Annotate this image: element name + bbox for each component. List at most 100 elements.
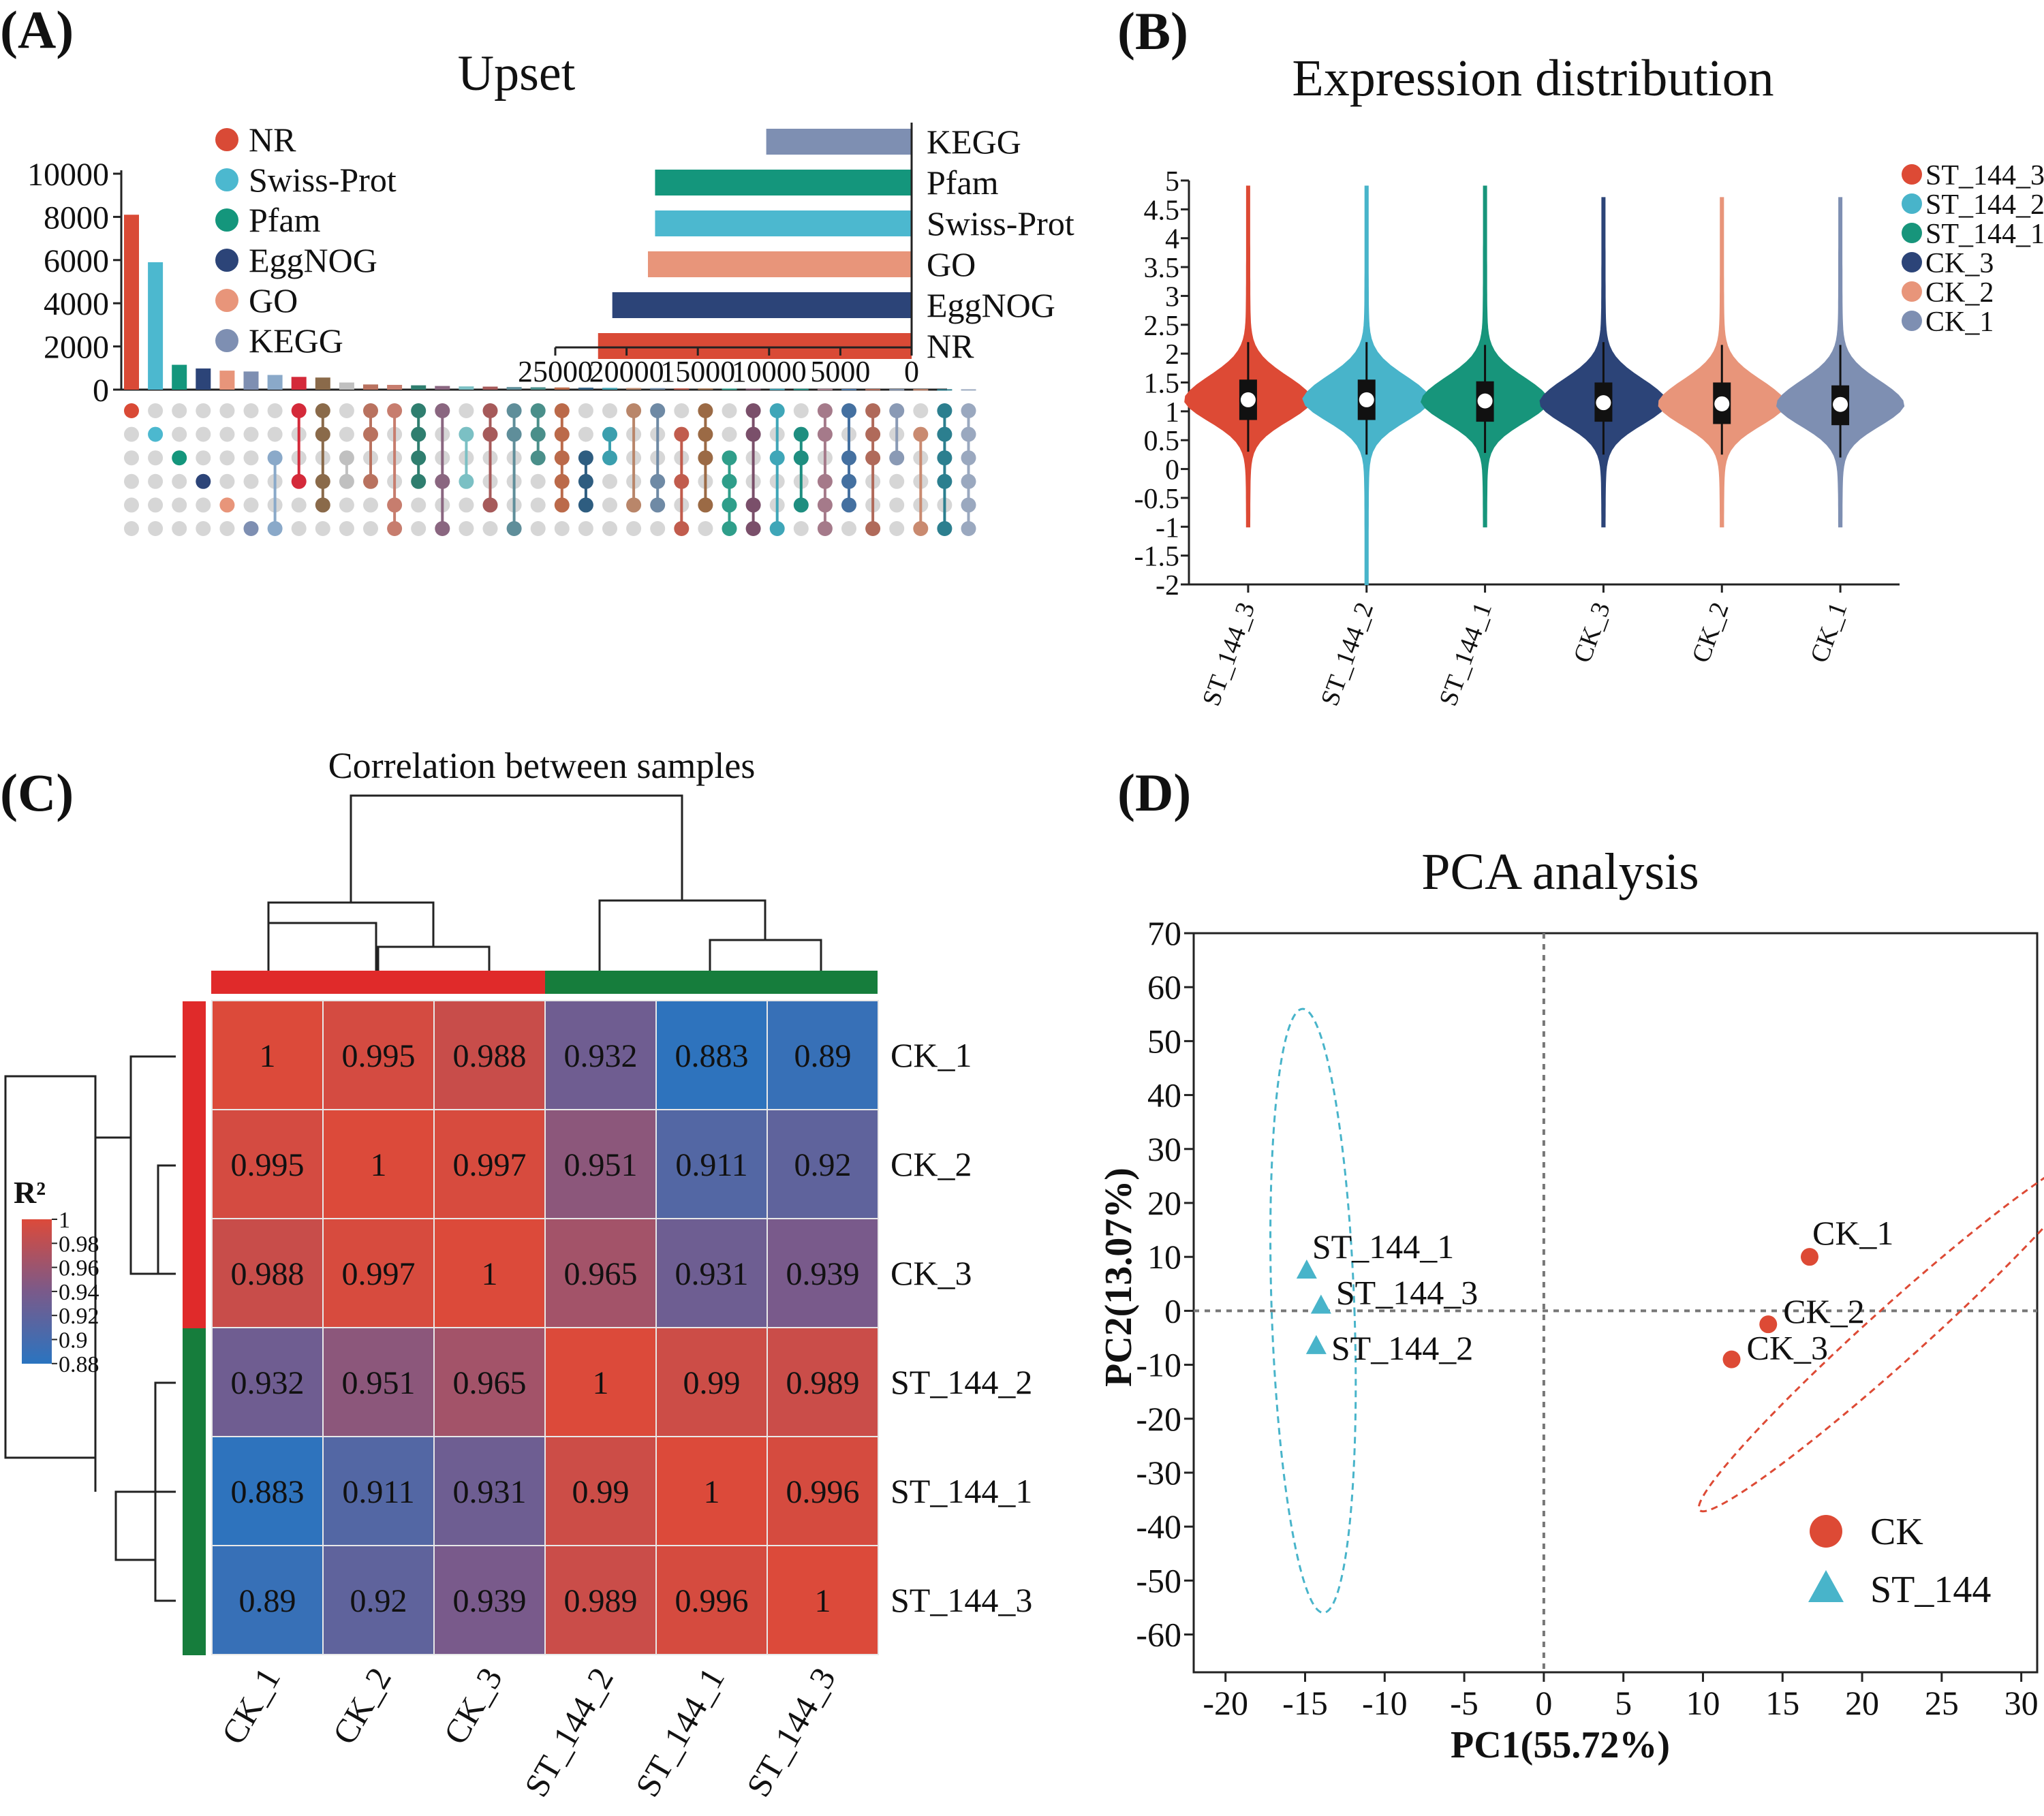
intersection-bar: [482, 386, 498, 390]
panel-a-label: (A): [0, 0, 74, 59]
set-size-bar: [766, 129, 912, 155]
heatmap-cell: [322, 1000, 435, 1110]
intersection-bar: [387, 385, 403, 390]
violin-y-tick-label: 2: [1165, 339, 1179, 371]
matrix-dot-filled: [961, 450, 976, 466]
heatmap-cell-value: 1: [260, 1038, 276, 1074]
intersection-bar: [411, 385, 427, 390]
heatmap-cell-value: 0.965: [453, 1365, 527, 1401]
intersection-bar: [124, 215, 139, 390]
heatmap-cell: [433, 1436, 546, 1546]
pca-y-tick-label: 50: [1147, 1022, 1181, 1060]
matrix-dot-filled: [602, 426, 617, 442]
matrix-dot-filled: [817, 473, 833, 489]
heat-legend-title: R²: [14, 1175, 46, 1210]
pca-x-tick-label: 5: [1615, 1684, 1632, 1722]
matrix-dot-filled: [626, 403, 642, 418]
pca-y-tick-label: -60: [1136, 1616, 1181, 1654]
violin-legend-label: CK_3: [1925, 248, 1994, 279]
y-tick-label: 10000: [27, 157, 109, 193]
heatmap-cell-value: 0.989: [786, 1365, 860, 1401]
matrix-dot-empty: [626, 521, 642, 536]
heatmap-cell: [655, 1545, 768, 1655]
matrix-dot-filled: [937, 473, 953, 489]
matrix-dot-filled: [196, 473, 211, 489]
pca-point-ck-3: [1722, 1350, 1741, 1368]
pca-point-st-144-3: [1310, 1294, 1331, 1314]
matrix-dot-filled: [650, 403, 666, 418]
matrix-dot-filled: [578, 450, 593, 466]
set-size-tick-label: 15000: [660, 355, 735, 388]
matrix-dot-empty: [196, 497, 211, 513]
pca-y-tick-label: 30: [1147, 1130, 1181, 1168]
intersection-bar: [267, 375, 283, 390]
matrix-dot-empty: [530, 473, 546, 489]
matrix-dot-filled: [793, 450, 809, 466]
matrix-dot-empty: [411, 521, 427, 536]
matrix-dot-filled: [459, 426, 474, 442]
matrix-dot-empty: [219, 521, 235, 536]
heatmap-col-label: ST_144_3: [739, 1661, 843, 1803]
heatmap-cell-value: 0.99: [572, 1474, 630, 1510]
heatmap-row-label: CK_3: [891, 1254, 972, 1292]
heatmap-cell-value: 0.89: [794, 1038, 852, 1074]
heatmap-cell-value: 0.995: [342, 1038, 416, 1074]
violin-y-tick-label: 5: [1165, 166, 1179, 198]
pca-plot-frame: [1192, 932, 2039, 1674]
pca-legend-st-label: ST_144: [1870, 1569, 1991, 1611]
heatmap-cell: [433, 1109, 546, 1219]
matrix-dot-empty: [148, 521, 164, 536]
intersection-bar: [626, 388, 642, 390]
violin-median-dot: [1833, 396, 1848, 412]
intersection-bar: [578, 388, 593, 390]
heatmap-row-label: ST_144_3: [891, 1581, 1032, 1619]
intersection-matrix: [124, 403, 976, 536]
dendrograms: [4, 794, 822, 1602]
matrix-dot-empty: [267, 403, 283, 418]
matrix-dot-empty: [243, 450, 259, 466]
heatmap-cell-value: 0.883: [675, 1038, 749, 1074]
row-dendro-branch: [4, 1075, 97, 1459]
panel-b-title: Expression distribution: [1292, 50, 1774, 107]
matrix-dot-empty: [148, 450, 164, 466]
heatmap-cell: [766, 1436, 879, 1546]
intersection-bar: [196, 368, 211, 390]
violin-y-tick-label: 3: [1165, 281, 1179, 313]
matrix-dot-filled: [267, 521, 283, 536]
matrix-dot-empty: [172, 521, 187, 536]
violin-y-tick-label: 4: [1165, 224, 1179, 255]
matrix-dot-empty: [841, 521, 856, 536]
panel-d-title: PCA analysis: [1421, 843, 1699, 901]
intersection-bar: [506, 387, 522, 390]
pca-x-tick-label: 30: [2004, 1684, 2039, 1722]
heatmap-cell-value: 1: [704, 1474, 720, 1510]
matrix-dot-empty: [339, 403, 354, 418]
intersection-bar: [243, 371, 259, 390]
matrix-dot-empty: [578, 521, 593, 536]
matrix-dot-filled: [506, 426, 522, 442]
legend-marker-swiss-prot: [215, 168, 238, 191]
pca-x-tick-label: 0: [1535, 1684, 1552, 1722]
matrix-dot-filled: [363, 426, 378, 442]
matrix-dot-empty: [339, 521, 354, 536]
heatmap-cell-value: 0.883: [231, 1474, 305, 1510]
matrix-dot-empty: [124, 450, 139, 466]
heatmap-cell: [322, 1545, 435, 1655]
matrix-dot-filled: [554, 403, 570, 418]
matrix-dot-filled: [578, 473, 593, 489]
intersection-bar: [841, 389, 856, 391]
matrix-dot-filled: [841, 403, 856, 418]
intersection-bars: [124, 215, 976, 391]
matrix-dot-empty: [650, 521, 666, 536]
pca-y-tick-label: 10: [1147, 1238, 1181, 1276]
matrix-dot-empty: [291, 497, 307, 513]
legend-marker-go: [215, 289, 238, 312]
set-size-bar: [655, 170, 912, 195]
pca-x-tick-label: -10: [1362, 1684, 1408, 1722]
intersection-bar: [339, 382, 354, 390]
heatmap-cell-value: 1: [815, 1583, 831, 1619]
heatmap-cell-value: 0.939: [786, 1256, 860, 1292]
pca-y-tick-label: -50: [1136, 1561, 1181, 1599]
row-dendro-branch: [129, 1055, 176, 1275]
pca-legend: CK ST_144: [1808, 1511, 1991, 1611]
